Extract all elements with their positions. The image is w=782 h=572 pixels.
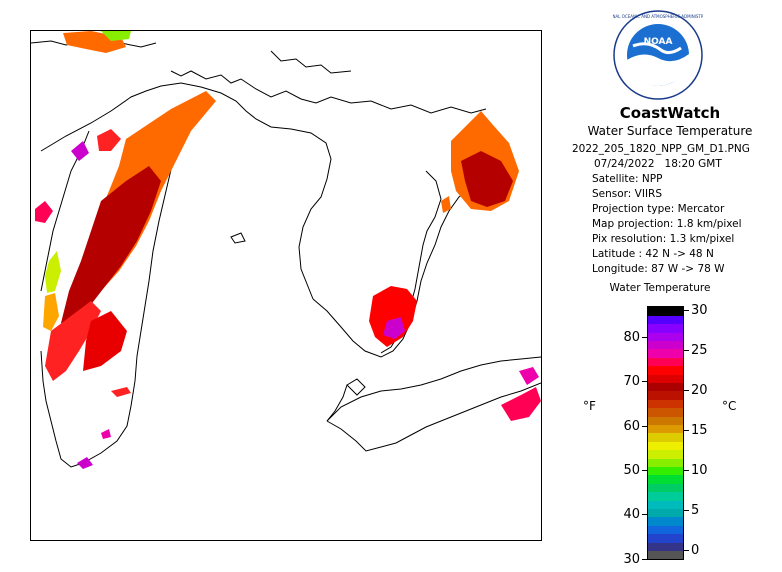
sensor: Sensor: VIIRS [592,188,663,200]
noaa-logo: NOAA NATIONAL OCEANIC AND ATMOSPHERIC AD… [613,10,703,100]
legend-title: Water Temperature [609,282,711,294]
color-swatch [648,407,683,417]
color-swatch [648,466,683,476]
map-panel [30,30,542,541]
celsius-tick-label: 10 [691,463,708,478]
color-swatch [648,332,683,342]
fahrenheit-unit: °F [583,399,596,413]
celsius-tick-mark [684,510,689,511]
fahrenheit-tick-mark [642,381,647,383]
celsius-tick-mark [684,390,689,391]
lake-erie-north [326,356,541,422]
color-swatch [648,307,683,316]
celsius-tick-mark [684,350,689,351]
fahrenheit-tick-mark [642,425,647,427]
product-subtitle: Water Surface Temperature [587,124,753,138]
date-time: 07/24/2022 18:20 GMT [592,157,750,172]
color-swatch [648,374,683,384]
fahrenheit-tick-label: 60 [623,418,640,434]
superior-coast-right [270,50,352,74]
app-title: CoastWatch [619,104,721,122]
logo-text: NOAA [644,37,673,47]
fahrenheit-tick-label: 30 [623,551,640,567]
lake-st-clair [346,378,366,396]
celsius-tick-label: 0 [691,543,700,558]
color-swatch [648,491,683,501]
latitude: Latitude : 42 N -> 48 N [592,248,714,260]
sst-lake-superior [63,31,131,53]
color-swatch [648,517,683,526]
sst-lake-huron [369,111,519,347]
color-swatch [648,550,683,560]
michigan-lower-west [40,130,182,468]
celsius-tick-label: 5 [691,503,700,518]
celsius-tick-mark [684,310,689,311]
color-swatch [648,433,683,442]
fahrenheit-tick-mark [642,336,647,338]
color-swatch [648,424,683,434]
color-swatch [648,365,683,375]
pix-resolution: Pix resolution: 1.3 km/pixel [592,233,735,245]
fahrenheit-tick-label: 50 [623,463,640,478]
celsius-tick-mark [684,550,689,551]
celsius-tick-mark [684,470,689,471]
fahrenheit-tick-label: 70 [623,374,640,390]
map-projection: Map projection: 1.8 km/pixel [592,218,742,230]
svg-text:NATIONAL OCEANIC AND ATMOSPHER: NATIONAL OCEANIC AND ATMOSPHERIC ADMINIS… [613,14,703,19]
great-lakes-map [31,31,541,469]
color-swatch [648,416,683,426]
fahrenheit-tick-mark [642,470,647,471]
color-swatch [648,525,683,535]
superior-coast-mid [170,70,487,114]
fahrenheit-tick-mark [642,514,647,516]
color-swatch [648,441,683,451]
color-swatch [648,399,683,409]
color-scale-bar [647,306,684,560]
celsius-tick-label: 30 [691,303,708,318]
detroit-river [326,384,348,422]
sst-lake-erie [501,367,541,421]
celsius-unit: °C [722,399,737,413]
color-swatch [648,533,683,543]
sst-lake-michigan [35,91,216,469]
color-swatch [648,382,683,392]
color-swatch [648,483,683,493]
lake-erie-south [326,382,541,452]
projection-type: Projection type: Mercator [592,203,725,215]
color-swatch [648,340,683,350]
metadata-block: 2022_205_1820_NPP_GM_D1.PNG 07/24/2022 1… [572,142,750,277]
color-swatch [648,349,683,358]
color-swatch [648,508,683,518]
longitude: Longitude: 87 W -> 78 W [592,263,725,275]
filename: 2022_205_1820_NPP_GM_D1.PNG [572,143,750,155]
color-swatch [648,357,683,367]
color-swatch [648,449,683,459]
color-swatch [648,500,683,510]
fahrenheit-tick-label: 40 [623,507,640,523]
fahrenheit-tick-label: 80 [623,329,640,345]
celsius-tick-label: 20 [691,383,708,398]
fahrenheit-tick-mark [642,558,647,560]
satellite: Satellite: NPP [592,173,663,185]
celsius-tick-label: 25 [691,343,708,358]
color-swatch [648,475,683,484]
date: 07/24/2022 [594,158,655,170]
color-swatch [648,323,683,333]
color-swatch [648,391,683,400]
color-swatch [648,315,683,325]
celsius-tick-label: 15 [691,423,708,438]
lake-michigan-shore [40,82,332,300]
celsius-tick-mark [684,430,689,431]
time: 18:20 GMT [664,158,722,170]
color-swatch [648,458,683,468]
color-swatch [648,542,683,552]
island-1 [230,232,246,244]
